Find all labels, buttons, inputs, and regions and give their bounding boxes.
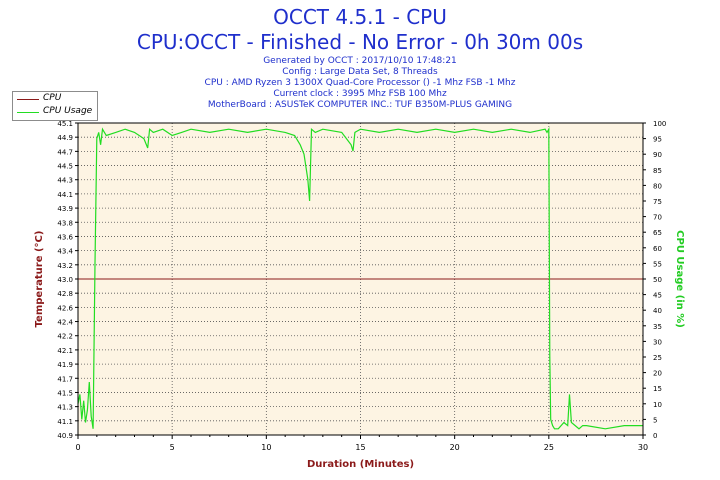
y-left-tick-label: 44.7 — [57, 148, 73, 156]
y-left-tick-label: 42.4 — [57, 319, 73, 327]
y-left-tick-label: 43.8 — [57, 219, 73, 227]
y-right-tick-label: 40 — [653, 307, 662, 315]
y-left-tick-label: 43.2 — [57, 262, 73, 270]
y-left-tick-label: 41.7 — [57, 375, 73, 383]
y-right-tick-label: 45 — [653, 292, 662, 300]
y-right-tick-label: 0 — [653, 432, 657, 440]
y-left-axis-title: Temperature (°C) — [34, 231, 45, 328]
x-tick-label: 25 — [544, 443, 554, 452]
y-right-tick-label: 75 — [653, 198, 662, 206]
x-tick-label: 0 — [75, 443, 80, 452]
series-cpu-usage-line — [77, 126, 643, 430]
legend-label-cpu-usage: CPU Usage — [43, 106, 93, 116]
x-tick-label: 20 — [450, 443, 460, 452]
x-tick-label: 15 — [355, 443, 365, 452]
y-right-tick-label: 85 — [653, 167, 662, 175]
y-left-tick-label: 45.1 — [57, 120, 73, 128]
y-left-tick-label: 43.4 — [57, 248, 73, 256]
info-cpu: CPU : AMD Ryzen 3 1300X Quad-Core Proces… — [204, 78, 516, 88]
legend-item-cpu-usage: CPU Usage — [13, 106, 97, 119]
y-left-tick-label: 42.8 — [57, 290, 73, 298]
info-generated: Generated by OCCT : 2017/10/10 17:48:21 — [263, 56, 457, 66]
y-left-tick-label: 44.3 — [57, 177, 73, 185]
y-left-tick-label: 41.1 — [57, 418, 73, 426]
y-right-tick-label: 25 — [653, 354, 662, 362]
legend-swatch-cpu-usage — [17, 112, 39, 113]
chart-title: OCCT 4.5.1 - CPU — [273, 5, 447, 29]
info-clock: Current clock : 3995 Mhz FSB 100 Mhz — [273, 89, 447, 99]
y-right-tick-label: 100 — [653, 120, 666, 128]
y-left-tick-label: 44.5 — [57, 163, 73, 171]
y-right-axis-title: CPU Usage (in %) — [674, 230, 685, 328]
y-right-tick-label: 80 — [653, 182, 662, 190]
y-right-tick-label: 95 — [653, 136, 662, 144]
y-right-tick-label: 10 — [653, 401, 662, 409]
x-tick-label: 5 — [170, 443, 175, 452]
y-left-tick-label: 41.9 — [57, 361, 73, 369]
legend-swatch-cpu — [17, 99, 39, 100]
y-right-tick-label: 55 — [653, 260, 662, 268]
y-left-tick-label: 42.2 — [57, 333, 73, 341]
y-left-tick-label: 44.9 — [57, 134, 73, 142]
chart-subtitle: CPU:OCCT - Finished - No Error - 0h 30m … — [136, 30, 584, 54]
info-motherboard: MotherBoard : ASUSTeK COMPUTER INC.: TUF… — [207, 100, 513, 110]
x-axis-title: Duration (Minutes) — [307, 459, 414, 470]
x-tick-label: 30 — [638, 443, 648, 452]
y-left-tick-label: 40.9 — [57, 432, 73, 440]
y-right-tick-label: 70 — [653, 214, 662, 222]
legend-label-cpu: CPU — [43, 93, 62, 103]
plot-frame — [77, 122, 644, 436]
y-right-tick-label: 60 — [653, 245, 662, 253]
y-left-tick-label: 42.6 — [57, 304, 73, 312]
y-left-tick-label: 43.0 — [57, 276, 73, 284]
y-right-tick-label: 65 — [653, 229, 662, 237]
y-right-tick-label: 50 — [653, 276, 662, 284]
x-tick-label: 10 — [261, 443, 271, 452]
y-left-tick-label: 44.1 — [57, 191, 73, 199]
y-right-tick-label: 5 — [653, 416, 657, 424]
y-left-tick-label: 42.1 — [57, 347, 73, 355]
chart-legend: CPU CPU Usage — [12, 91, 98, 121]
y-left-tick-label: 43.9 — [57, 205, 73, 213]
info-config: Config : Large Data Set, 8 Threads — [282, 67, 438, 77]
y-left-tick-label: 43.6 — [57, 233, 73, 241]
y-left-tick-label: 41.5 — [57, 389, 73, 397]
y-right-tick-label: 20 — [653, 370, 662, 378]
y-left-tick-label: 41.3 — [57, 404, 73, 412]
y-right-tick-label: 35 — [653, 323, 662, 331]
y-right-tick-label: 90 — [653, 151, 662, 159]
y-right-tick-label: 30 — [653, 338, 662, 346]
y-right-tick-label: 15 — [653, 385, 662, 393]
legend-item-cpu: CPU — [13, 93, 97, 106]
